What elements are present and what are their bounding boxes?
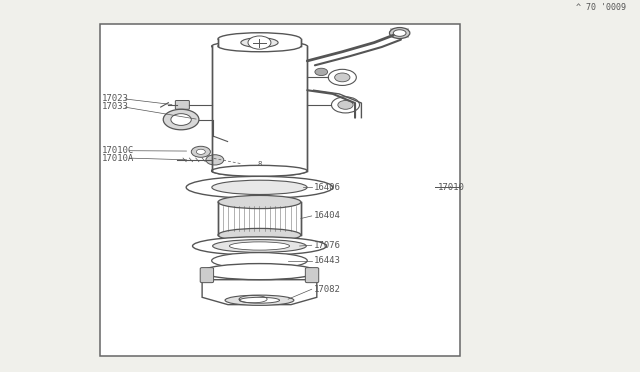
Ellipse shape [212,166,307,176]
Ellipse shape [186,176,333,198]
Bar [218,202,301,235]
Ellipse shape [239,297,280,303]
Bar [218,39,301,46]
Text: 17010A: 17010A [102,154,134,163]
Text: 17076: 17076 [314,241,340,250]
FancyBboxPatch shape [175,100,189,109]
Bar [212,46,307,171]
Ellipse shape [241,38,278,47]
Circle shape [335,73,350,82]
Text: 17023: 17023 [102,94,129,103]
FancyBboxPatch shape [200,267,214,283]
Ellipse shape [212,180,307,195]
Ellipse shape [229,242,289,250]
Circle shape [206,155,224,165]
Circle shape [171,114,191,125]
Bar [100,24,460,356]
Polygon shape [202,280,317,305]
Ellipse shape [225,295,294,305]
Circle shape [332,97,360,113]
Ellipse shape [193,237,326,255]
Ellipse shape [212,166,307,176]
Circle shape [191,146,211,157]
Text: ^ 70 '0009: ^ 70 '0009 [576,3,626,12]
Circle shape [338,100,353,109]
Text: 16406: 16406 [314,183,340,192]
Ellipse shape [212,253,307,269]
Ellipse shape [218,228,301,241]
Text: 16443: 16443 [314,256,340,265]
Text: 17033: 17033 [102,102,129,111]
Circle shape [315,68,328,76]
Ellipse shape [218,195,301,209]
FancyBboxPatch shape [305,267,319,283]
Text: 8: 8 [257,161,262,167]
Ellipse shape [218,41,301,52]
Ellipse shape [218,33,301,45]
Ellipse shape [394,30,406,36]
Circle shape [328,69,356,86]
Text: 17082: 17082 [314,285,340,294]
Circle shape [163,109,199,130]
Text: 17010: 17010 [438,183,465,192]
Text: 16404: 16404 [314,211,340,221]
Text: 17010C: 17010C [102,146,134,155]
Ellipse shape [202,264,317,280]
Circle shape [248,36,271,49]
Circle shape [196,149,205,154]
Ellipse shape [212,240,307,253]
Ellipse shape [390,28,410,39]
Ellipse shape [212,41,307,52]
